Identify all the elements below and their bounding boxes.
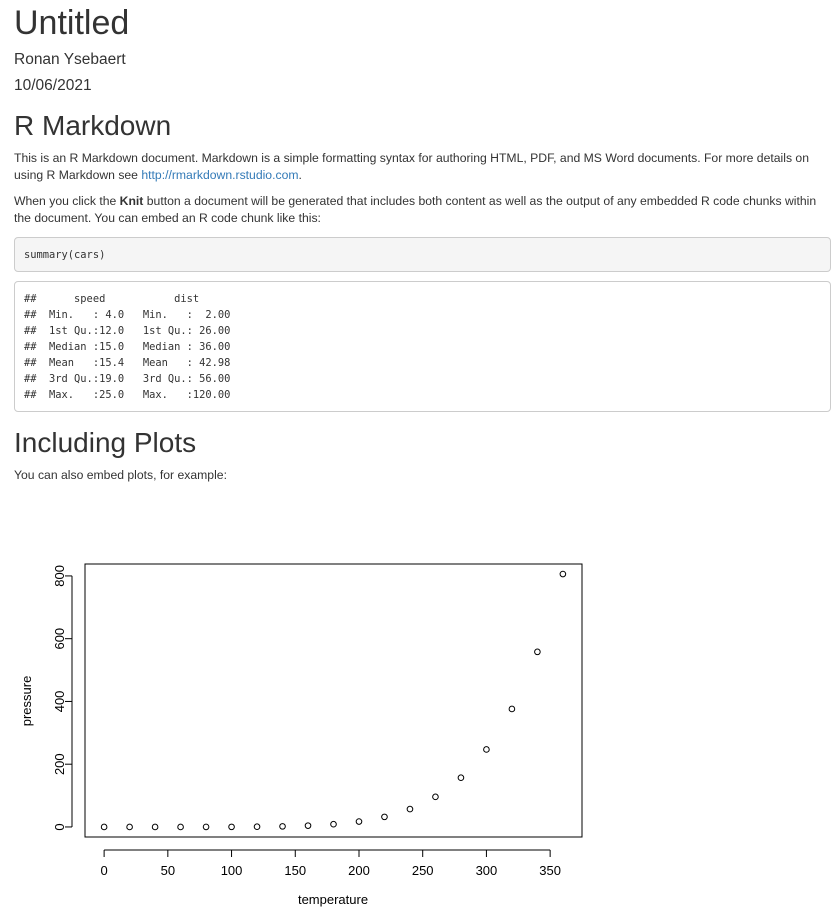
data-point (432, 793, 439, 801)
x-axis: 0 50 100 150 200 250 300 350 (100, 849, 561, 878)
x-tick-label: 350 (539, 863, 561, 878)
section-heading-r-markdown: R Markdown (14, 110, 172, 141)
x-tick-label: 200 (348, 863, 370, 878)
data-point (483, 746, 490, 753)
y-tick-label: 600 (52, 628, 67, 650)
intro-paragraph: This is an R Markdown document. Markdown… (14, 150, 826, 184)
data-point (279, 823, 286, 830)
document-title: Untitled (14, 4, 130, 42)
knit-bold: Knit (119, 194, 144, 208)
data-point (534, 648, 541, 656)
data-point (355, 818, 363, 825)
x-tick-label: 50 (161, 863, 175, 878)
plot-svg: 0 50 100 150 200 250 300 350 0 200 400 600 800 temp… (19, 563, 583, 907)
data-point (508, 705, 516, 713)
document-author: Ronan Ysebaert (14, 51, 126, 68)
plots-paragraph: You can also embed plots, for example: (14, 468, 227, 482)
plot-frame (84, 563, 583, 838)
rmarkdown-link[interactable]: http://rmarkdown.rstudio.com (141, 168, 299, 182)
data-point (151, 823, 159, 831)
x-tick-label: 150 (284, 863, 306, 878)
y-tick-label: 200 (52, 753, 67, 775)
intro-text: This is an R Markdown document. Markdown… (14, 151, 809, 182)
x-tick-label: 0 (100, 863, 107, 878)
pressure-scatter-plot: 0 50 100 150 200 250 300 350 0 200 400 600 800 temp… (0, 530, 600, 915)
code-chunk[interactable]: summary(cars) (14, 237, 831, 272)
data-point (304, 822, 312, 829)
knit-text-start: When you click the (14, 194, 120, 208)
data-point (381, 813, 388, 821)
knit-text-end: button a document will be generated that… (14, 194, 817, 225)
document-date: 10/06/2021 (14, 77, 92, 94)
knit-paragraph: When you click the Knit button a documen… (14, 193, 826, 227)
data-point (559, 570, 567, 578)
y-axis: 0 200 400 600 800 (52, 565, 73, 831)
y-axis-label: pressure (19, 676, 34, 727)
data-points (100, 570, 567, 831)
data-point (228, 823, 235, 831)
section-heading-including-plots: Including Plots (14, 427, 197, 458)
y-tick-label: 800 (52, 565, 67, 587)
code-output[interactable]: ## speed dist ## Min. : 4.0 Min. : 2.00 … (14, 281, 831, 412)
data-point (100, 823, 108, 831)
data-point (253, 823, 261, 831)
data-point (406, 805, 414, 813)
x-tick-label: 300 (476, 863, 498, 878)
data-point (126, 823, 133, 831)
data-point (177, 823, 184, 831)
x-tick-label: 100 (221, 863, 243, 878)
code-text: summary(cars) (24, 249, 106, 261)
data-point (330, 820, 337, 828)
intro-text-end: . (298, 168, 302, 182)
x-tick-label: 250 (412, 863, 434, 878)
x-axis-label: temperature (298, 892, 368, 907)
data-point (457, 774, 465, 781)
y-tick-label: 400 (52, 691, 67, 713)
data-point (202, 823, 210, 831)
output-text: ## speed dist ## Min. : 4.0 Min. : 2.00 … (24, 293, 231, 401)
y-tick-label: 0 (52, 823, 67, 830)
